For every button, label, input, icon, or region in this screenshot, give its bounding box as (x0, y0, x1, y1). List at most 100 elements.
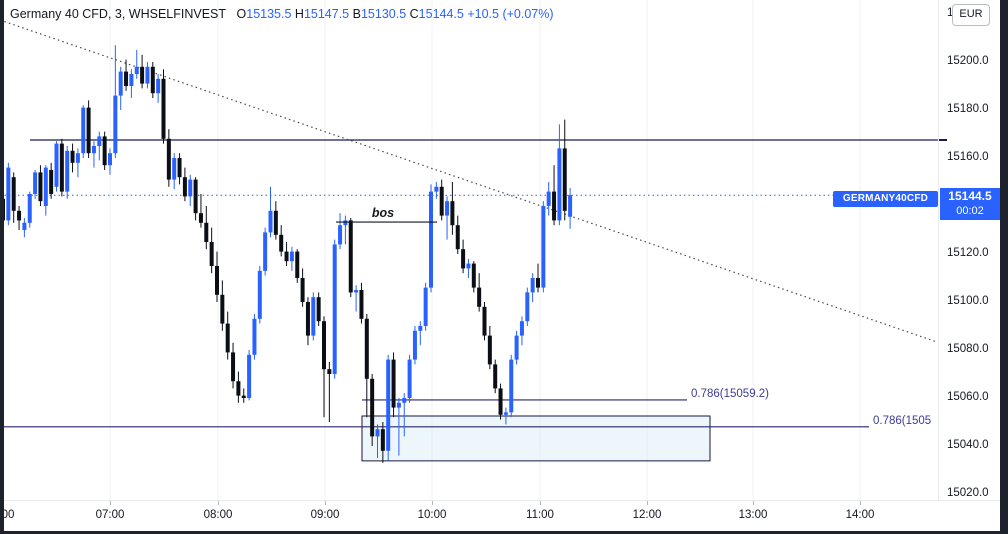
candle-body (140, 66, 145, 84)
symbol-title: Germany 40 CFD, 3, WHSELFINVEST (10, 7, 227, 21)
candle-body (81, 107, 86, 154)
candle-body (263, 232, 268, 271)
candle-body (156, 78, 161, 94)
candle-body (268, 210, 273, 233)
time-axis-label: 10:00 (417, 509, 447, 521)
candle-body (150, 66, 155, 94)
symbol-price-flag: GERMANY40CFD (833, 191, 938, 207)
candle-body (188, 179, 193, 197)
candle-body (482, 306, 487, 336)
candle-body (257, 270, 262, 319)
price-axis-label: 15080.0 (947, 343, 989, 355)
time-axis-label: 14:00 (845, 509, 875, 521)
candle-countdown: 00:02 (956, 205, 984, 217)
candle-body (519, 321, 524, 336)
price-axis-label: 15100.0 (947, 295, 989, 307)
candle-body (541, 206, 546, 288)
candle-body (338, 225, 343, 245)
candle-body (327, 369, 332, 374)
candle-body (525, 292, 530, 322)
candle-body (124, 71, 129, 86)
window-edge-left (0, 0, 4, 534)
candle-body (498, 388, 503, 415)
candle-body (503, 412, 508, 415)
candle-body (38, 172, 43, 202)
candle-body (396, 402, 401, 408)
candle-body (241, 395, 246, 398)
candle-body (295, 251, 300, 278)
candle-body (300, 278, 305, 302)
candle-body (284, 251, 289, 262)
candle-body (439, 186, 444, 216)
candle-body (477, 287, 482, 307)
candle-body (370, 378, 375, 437)
candle-body (27, 194, 32, 223)
candle-body (536, 278, 540, 288)
candle-body (423, 287, 428, 326)
time-axis-label: 08:00 (203, 509, 233, 521)
candle-body (552, 191, 557, 221)
window-edge-bottom (0, 531, 1008, 534)
descending-trendline[interactable] (0, 19, 938, 343)
fib-label-1[interactable]: 0.786(15059.2) (691, 388, 769, 400)
candle-body (145, 66, 150, 84)
time-axis-tick (860, 501, 861, 505)
candle-body (172, 158, 177, 180)
candle-body (231, 352, 236, 382)
candle-body (75, 153, 80, 163)
candle-body (97, 136, 102, 146)
candle-body (225, 323, 230, 353)
candle-body (316, 297, 321, 322)
candle-body (6, 167, 11, 221)
time-axis-label: 07:00 (95, 509, 125, 521)
price-axis-label: 15180.0 (947, 103, 989, 115)
candle-body (305, 302, 310, 336)
candle-body (220, 294, 225, 324)
candle-body (17, 210, 22, 221)
candle-body (204, 222, 209, 242)
candle-body (450, 201, 455, 226)
candle-body (166, 138, 171, 180)
price-axis[interactable]: 15220.015200.015180.015160.015120.015100… (938, 0, 1001, 500)
price-axis-label: 15120.0 (947, 247, 989, 259)
candle-body (86, 107, 91, 154)
demand-zone-box[interactable] (361, 415, 711, 462)
candlestick-chart[interactable]: bos 0.786(15059.2) 0.786(1505 (0, 0, 938, 500)
candle-body (412, 330, 417, 360)
ohlc-values: O15135.5 H15147.5 B15130.5 C15144.5 (237, 7, 468, 21)
candle-body (252, 318, 257, 355)
candle-body (70, 150, 75, 163)
candle-body (247, 354, 252, 398)
candle-body (332, 244, 337, 374)
candle-body (434, 186, 439, 192)
last-price-badge: 15144.5 00:02 (940, 188, 1000, 220)
candle-body (113, 95, 118, 154)
candle-body (557, 148, 562, 221)
candle-body (493, 364, 498, 389)
bos-label[interactable]: bos (372, 206, 394, 220)
time-axis-tick (218, 501, 219, 505)
ohlc-value: 15147.5 (303, 7, 353, 21)
candle-body (466, 263, 471, 269)
price-axis-label: 15060.0 (947, 391, 989, 403)
candle-body (193, 179, 198, 214)
currency-eur-button[interactable]: EUR (952, 4, 990, 26)
candle-body (215, 266, 219, 295)
time-axis-label: 00 (1, 509, 15, 521)
candle-body (43, 167, 48, 206)
candle-body (102, 136, 107, 166)
candle-body (343, 220, 348, 226)
candle-body (402, 398, 407, 403)
time-axis-tick (325, 501, 326, 505)
price-axis-label: 15160.0 (947, 151, 989, 163)
time-axis[interactable]: 00 07:00 08:00 09:00 10:00 11:00 12:00 13:00 14:… (0, 500, 1000, 532)
candle-body (509, 359, 514, 413)
ohlc-value: 15144.5 (418, 7, 468, 21)
candle-body (546, 191, 551, 206)
fib-label-2[interactable]: 0.786(1505 (873, 415, 931, 427)
last-price-value: 15144.5 (948, 189, 992, 203)
candle-body (289, 251, 294, 262)
chart-legend[interactable]: Germany 40 CFD, 3, WHSELFINVEST O15135.5… (10, 7, 554, 21)
time-axis-tick (110, 501, 111, 505)
